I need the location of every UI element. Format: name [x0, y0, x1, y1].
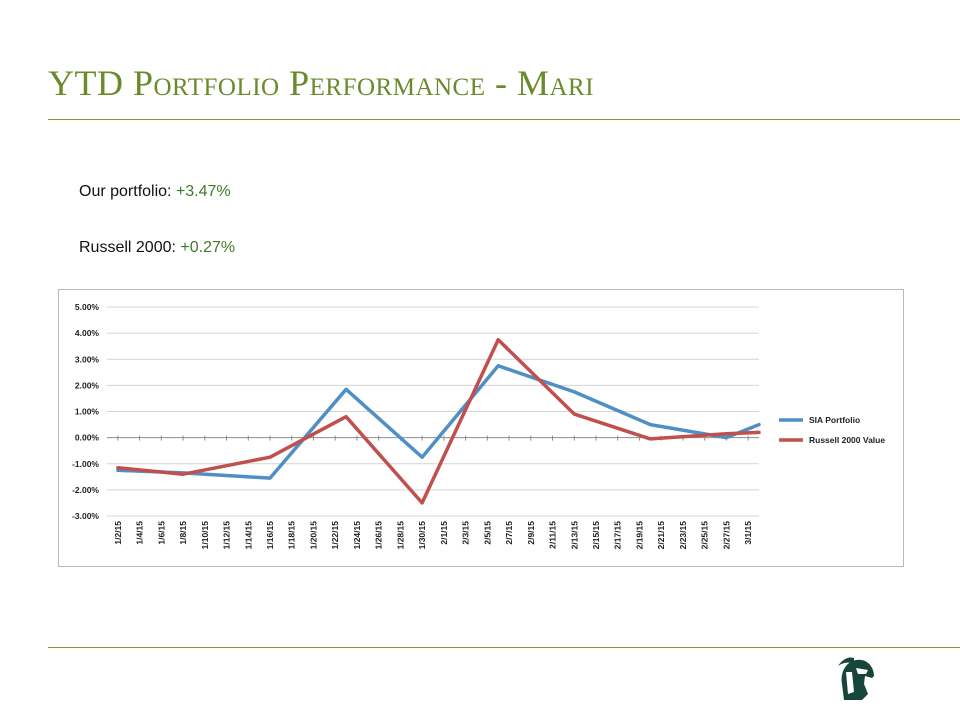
footer-divider	[48, 647, 960, 648]
portfolio-return-label: Our portfolio:	[79, 183, 176, 200]
legend-label: SIA Portfolio	[809, 415, 860, 425]
x-tick-label: 1/4/15	[135, 521, 145, 545]
x-tick-label: 1/10/15	[200, 521, 210, 550]
y-tick-label: -2.00%	[72, 485, 99, 495]
x-tick-label: 2/9/15	[526, 521, 536, 545]
title-divider	[48, 119, 960, 120]
y-tick-label: 4.00%	[75, 328, 100, 338]
y-tick-label: -3.00%	[72, 511, 99, 521]
x-tick-label: 2/25/15	[700, 521, 710, 550]
series-line-sia-portfolio	[116, 364, 761, 480]
x-tick-label: 2/11/15	[548, 521, 558, 549]
x-tick-label: 1/18/15	[287, 521, 297, 550]
benchmark-return-value: +0.27%	[180, 239, 236, 256]
performance-chart: 5.00% 4.00% 3.00% 2.00% 1.00% 0.00% -1.00% -2.0…	[58, 289, 904, 567]
spartan-helmet-icon	[838, 657, 874, 700]
y-tick-label: -1.00%	[72, 459, 99, 469]
benchmark-return-label: Russell 2000:	[79, 239, 181, 256]
x-tick-label: 1/16/15	[265, 521, 275, 550]
x-tick-label: 2/3/15	[461, 521, 471, 545]
x-tick-label: 1/26/15	[374, 521, 384, 550]
x-tick-label: 1/30/15	[417, 521, 427, 550]
x-tick-label: 1/22/15	[330, 521, 340, 550]
series-line-russell-2000-value	[116, 337, 761, 505]
x-tick-label: 2/23/15	[678, 521, 688, 550]
portfolio-return-value: +3.47%	[175, 183, 231, 200]
x-tick-label: 2/7/15	[504, 521, 514, 545]
y-tick-label: 0.00%	[75, 433, 100, 443]
x-tick-label: 3/1/15	[743, 521, 753, 545]
benchmark-return-line: Russell 2000: +0.27%	[79, 239, 235, 257]
y-tick-label: 5.00%	[75, 302, 100, 312]
performance-chart-svg: 5.00% 4.00% 3.00% 2.00% 1.00% 0.00% -1.00% -2.0…	[72, 302, 885, 550]
legend-label: Russell 2000 Value	[809, 435, 885, 445]
x-tick-label: 1/20/15	[308, 521, 318, 550]
slide-title: YTD Portfolio Performance - Mari	[48, 63, 595, 103]
x-tick-label: 1/12/15	[222, 521, 232, 550]
x-tick-label: 1/28/15	[395, 521, 405, 550]
x-tick-label: 1/8/15	[178, 521, 188, 545]
y-tick-label: 3.00%	[75, 354, 100, 364]
x-tick-label: 2/5/15	[482, 521, 492, 545]
x-tick-label: 1/2/15	[113, 521, 123, 545]
y-tick-label: 1.00%	[75, 407, 100, 417]
x-tick-label: 1/14/15	[243, 521, 253, 550]
x-tick-label: 1/6/15	[156, 521, 166, 545]
x-tick-label: 2/19/15	[634, 521, 644, 550]
x-tick-label: 2/27/15	[721, 521, 731, 550]
portfolio-return-line: Our portfolio: +3.47%	[79, 183, 231, 201]
x-tick-label: 1/24/15	[352, 521, 362, 550]
x-tick-label: 2/13/15	[569, 521, 579, 550]
x-tick-label: 2/1/15	[439, 521, 449, 545]
x-tick-label: 2/17/15	[613, 521, 623, 550]
x-tick-label: 2/21/15	[656, 521, 666, 550]
y-tick-label: 2.00%	[75, 380, 100, 390]
x-tick-label: 2/15/15	[591, 521, 601, 550]
